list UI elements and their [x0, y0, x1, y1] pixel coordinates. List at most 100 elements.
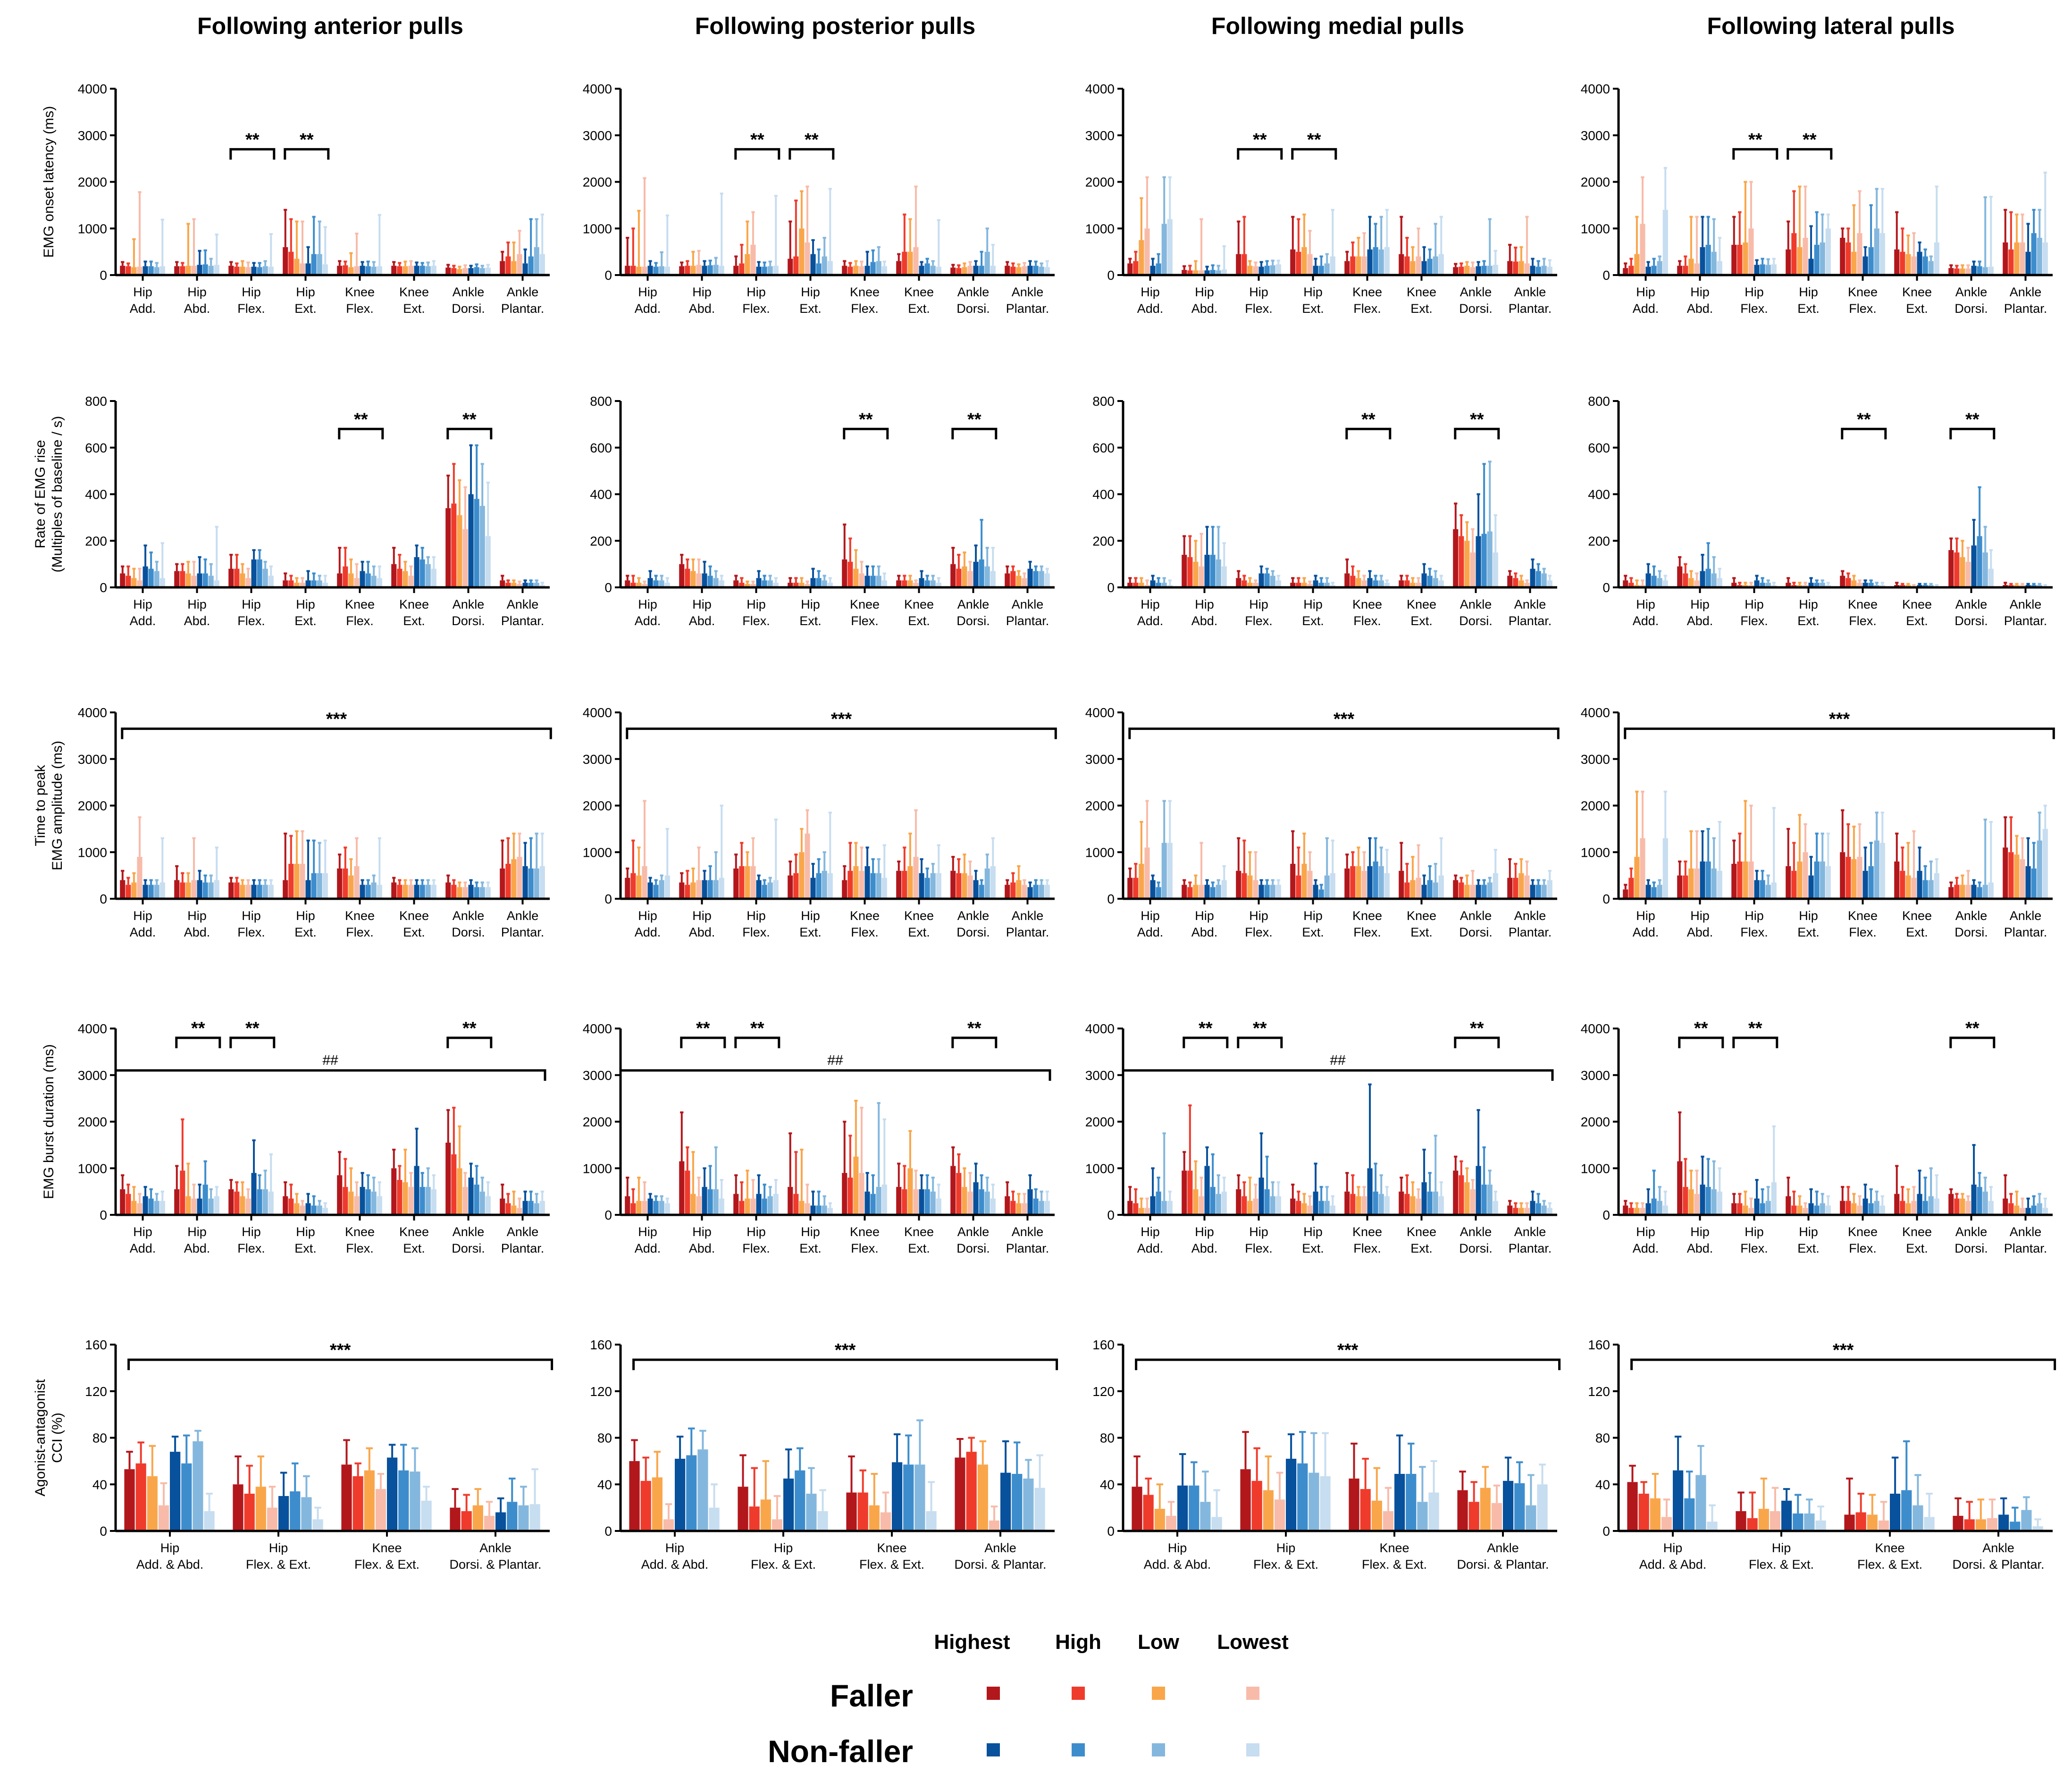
x-tick-label: Abd.	[1191, 301, 1218, 316]
bar	[1427, 576, 1433, 587]
bar	[1634, 1208, 1640, 1215]
bar	[1965, 268, 1971, 275]
significance-bracket	[1454, 427, 1500, 440]
x-tick-label: Ext.	[403, 1241, 425, 1255]
bar	[1878, 1520, 1889, 1531]
bar	[511, 583, 517, 587]
bar	[1199, 885, 1204, 899]
bar	[337, 266, 343, 275]
bar	[1988, 1201, 1994, 1215]
bar	[1905, 254, 1911, 275]
bar	[485, 887, 491, 899]
bar	[131, 882, 137, 899]
bar	[1464, 1182, 1470, 1215]
bar	[1187, 270, 1193, 275]
x-tick-label: Abd.	[184, 925, 210, 939]
y-tick-label: 2000	[1581, 799, 1610, 813]
bar	[1361, 870, 1367, 899]
bar	[919, 266, 924, 275]
x-tick-label: Add.	[130, 1241, 156, 1255]
bar	[1855, 1512, 1866, 1531]
x-tick-label: Flex. & Ext.	[1253, 1557, 1318, 1572]
bar	[913, 247, 919, 275]
significance-label: ***	[835, 1340, 856, 1360]
bar	[1330, 256, 1335, 275]
column-title-posterior: Following posterior pulls	[695, 13, 975, 39]
x-tick-label: Ankle	[957, 909, 990, 923]
bar	[788, 259, 793, 275]
bar	[984, 566, 990, 587]
y-tick-label: 160	[1092, 1338, 1115, 1352]
bar	[1954, 268, 1960, 275]
bar	[234, 882, 240, 899]
bar	[745, 1198, 750, 1215]
bar	[300, 263, 305, 275]
bar	[1640, 838, 1645, 899]
significance-bracket	[1183, 1037, 1229, 1048]
bar	[120, 880, 126, 899]
bar	[1187, 1171, 1193, 1215]
bar	[185, 1196, 191, 1215]
bar	[343, 1187, 348, 1215]
x-tick-label: Abd.	[1687, 1241, 1713, 1255]
x-tick-label: Abd.	[1191, 1241, 1218, 1255]
y-tick-label: 0	[1602, 268, 1610, 283]
bar	[696, 1196, 702, 1215]
bar	[1825, 866, 1831, 899]
x-tick-label: Ext.	[908, 925, 930, 939]
bar	[1161, 843, 1167, 899]
x-tick-label: Knee	[399, 909, 429, 923]
bar	[1416, 583, 1421, 587]
significance-bracket	[1624, 727, 2055, 739]
bar	[1139, 583, 1144, 587]
bar	[1971, 1184, 1977, 1215]
x-tick-label: Ext.	[1302, 1241, 1324, 1255]
bar	[1367, 578, 1373, 587]
x-tick-label: Flex.	[1353, 301, 1381, 316]
bar	[880, 1512, 891, 1531]
bar	[479, 268, 485, 275]
bar	[1901, 1490, 1912, 1531]
bar	[158, 1505, 169, 1531]
bar	[479, 887, 485, 899]
bar	[696, 880, 702, 899]
bar	[120, 573, 126, 587]
bar	[1016, 267, 1022, 275]
bar	[1264, 266, 1270, 275]
y-tick-label: 4000	[1085, 705, 1115, 720]
bar	[990, 571, 996, 587]
bar	[1378, 866, 1384, 899]
bar	[1421, 261, 1427, 275]
bar	[805, 833, 810, 899]
x-tick-label: Hip	[801, 1225, 820, 1239]
bar	[1868, 866, 1874, 899]
bar	[1717, 1191, 1722, 1215]
x-tick-label: Ankle	[1982, 1541, 2014, 1555]
bar	[251, 885, 257, 899]
x-tick-label: Dorsi. & Plantar.	[1457, 1557, 1549, 1572]
bar	[1247, 875, 1253, 899]
bar	[1541, 885, 1547, 899]
bar	[2037, 238, 2042, 275]
bar	[191, 880, 197, 899]
bar	[451, 1154, 457, 1215]
x-tick-label: Knee	[1407, 909, 1436, 923]
x-tick-label: Hip	[1799, 285, 1818, 299]
bar	[1350, 256, 1356, 275]
bar	[2042, 1208, 2048, 1215]
bar	[1808, 583, 1814, 587]
bar	[1373, 1191, 1378, 1215]
y-tick-label: 3000	[1085, 752, 1115, 767]
x-tick-label: Plantar.	[1509, 614, 1552, 628]
bar	[137, 1203, 143, 1215]
significance-bracket	[446, 427, 493, 440]
bar	[707, 880, 713, 899]
x-tick-label: Add.	[130, 301, 156, 316]
bar	[143, 566, 148, 587]
x-tick-label: Flex.	[1849, 925, 1877, 939]
bar	[990, 866, 996, 899]
x-tick-label: Knee	[1902, 597, 1932, 611]
x-tick-label: Hip	[1636, 909, 1655, 923]
panel-burst-2: 01000200030004000HipAdd.HipAbd.HipFlex.H…	[583, 1019, 1055, 1255]
bar	[1743, 861, 1748, 899]
